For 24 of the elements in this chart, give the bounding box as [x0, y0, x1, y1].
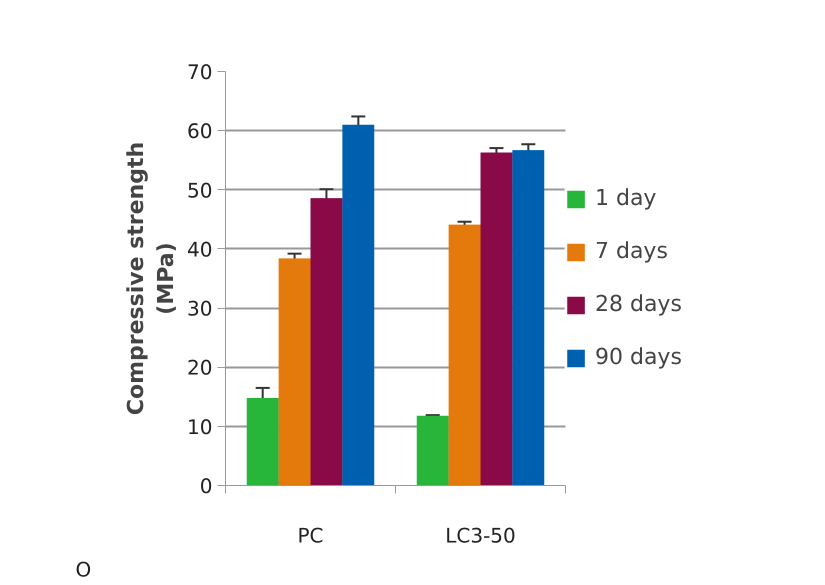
y-tick-label: 60: [187, 119, 213, 144]
x-tick-label: LC3-50: [445, 524, 516, 548]
bar: [278, 258, 310, 486]
legend-label: 28 days: [594, 292, 682, 317]
y-tick-label: 50: [187, 178, 213, 202]
bar: [480, 152, 512, 486]
bar: [512, 150, 544, 486]
y-axis-title: Compressive strength (MPa): [124, 142, 180, 416]
bar: [416, 416, 449, 486]
legend-label: 90 days: [594, 345, 682, 370]
x-tick-label: PC: [297, 524, 324, 548]
y-tick-label: 70: [187, 60, 213, 84]
y-tick-label: 20: [187, 356, 213, 380]
legend-label: 7 days: [594, 239, 668, 264]
bar: [246, 398, 279, 486]
y-tick-label: 40: [187, 237, 213, 262]
y-tick-label: 0: [200, 474, 213, 498]
legend-label: 1 day: [594, 186, 656, 211]
bar: [310, 198, 342, 486]
bar: [448, 224, 480, 486]
text: O: [76, 558, 92, 582]
y-tick-label: 10: [187, 414, 213, 439]
bar: [342, 124, 374, 486]
y-tick-label: 30: [187, 296, 213, 321]
